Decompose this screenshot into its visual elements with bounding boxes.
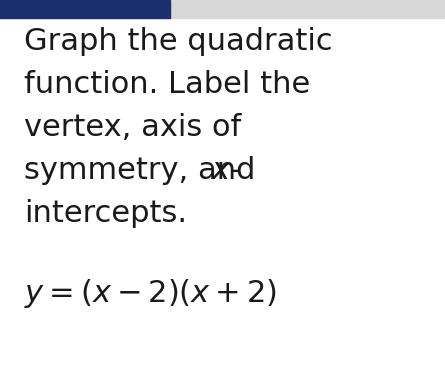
Text: vertex, axis of: vertex, axis of [24, 113, 242, 142]
Text: symmetry, and: symmetry, and [24, 156, 266, 185]
Text: Graph the quadratic: Graph the quadratic [24, 27, 333, 56]
Text: function. Label the: function. Label the [24, 70, 311, 99]
Text: intercepts.: intercepts. [24, 199, 187, 228]
Text: $x$-: $x$- [211, 156, 242, 185]
Bar [0, 0, 445, 18]
Text: $y = (x - 2)(x + 2)$: $y = (x - 2)(x + 2)$ [24, 277, 278, 310]
Bar [0, 0, 170, 18]
